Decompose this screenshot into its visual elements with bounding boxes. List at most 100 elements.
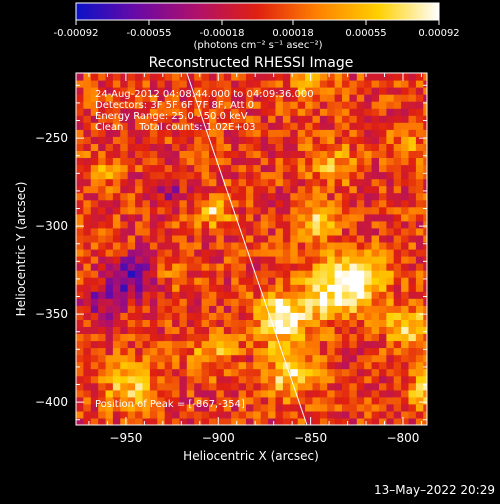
heatmap-cell (149, 80, 158, 88)
heatmap-cell (83, 418, 92, 425)
heatmap-cell (415, 270, 424, 278)
heatmap-cell (83, 298, 92, 306)
heatmap-cell (90, 178, 99, 187)
heatmap-cell (423, 312, 427, 320)
heatmap-cell (164, 157, 173, 166)
heatmap-cell (408, 418, 417, 425)
heatmap-cell (356, 277, 365, 285)
heatmap-cell (112, 418, 121, 425)
heatmap-cell (120, 115, 129, 123)
heatmap-cell (386, 368, 395, 377)
heatmap-cell (194, 403, 203, 412)
heatmap-cell (127, 270, 136, 278)
heatmap-cell (393, 73, 402, 81)
heatmap-cell (319, 143, 328, 151)
heatmap-cell (312, 115, 321, 123)
heatmap-cell (260, 157, 269, 166)
heatmap-cell (90, 410, 99, 419)
heatmap-cell (260, 277, 269, 285)
heatmap-cell (238, 333, 247, 342)
heatmap-cell (157, 347, 166, 356)
heatmap-cell (379, 227, 387, 236)
heatmap-cell (90, 80, 99, 88)
heatmap-cell (179, 249, 188, 257)
heatmap-cell (327, 340, 336, 349)
heatmap-cell (231, 291, 240, 299)
heatmap-cell (415, 368, 424, 377)
heatmap-cell (201, 375, 210, 384)
heatmap-cell (312, 284, 321, 292)
heatmap-cell (201, 284, 210, 292)
heatmap-cell (342, 361, 350, 370)
heatmap-cell (327, 87, 336, 95)
heatmap-cell (312, 256, 321, 264)
heatmap-cell (260, 115, 269, 123)
x-tick-label: −850 (294, 431, 327, 445)
heatmap-cell (334, 389, 343, 398)
heatmap-cell (164, 354, 173, 363)
heatmap-cell (209, 410, 217, 419)
heatmap-cell (319, 87, 328, 95)
heatmap-cell (408, 122, 417, 130)
heatmap-cell (327, 136, 336, 144)
heatmap-cell (297, 403, 306, 412)
heatmap-cell (386, 87, 395, 95)
heatmap-cell (334, 115, 343, 123)
heatmap-cell (334, 220, 343, 229)
heatmap-cell (201, 333, 210, 342)
heatmap-cell (415, 150, 424, 158)
heatmap-cell (260, 340, 269, 349)
heatmap-cell (327, 227, 336, 236)
heatmap-cell (172, 340, 181, 349)
heatmap-cell (334, 270, 343, 278)
heatmap-cell (209, 171, 217, 180)
heatmap-cell (386, 213, 395, 222)
heatmap-cell (423, 101, 427, 109)
heatmap-cell (157, 242, 166, 250)
heatmap-cell (319, 361, 328, 370)
heatmap-cell (379, 319, 387, 327)
heatmap-cell (135, 136, 144, 144)
heatmap-cell (149, 185, 158, 194)
heatmap-cell (260, 305, 269, 313)
heatmap-cell (105, 305, 114, 313)
heatmap-cell (201, 115, 210, 123)
heatmap-cell (223, 80, 232, 88)
heatmap-cell (231, 80, 240, 88)
heatmap-cell (268, 143, 277, 151)
heatmap-cell (223, 389, 232, 398)
heatmap-cell (334, 410, 343, 419)
heatmap-cell (282, 382, 291, 391)
heatmap-cell (149, 418, 158, 425)
heatmap-cell (297, 389, 306, 398)
heatmap-cell (275, 326, 284, 334)
heatmap-cell (157, 418, 166, 425)
heatmap-cell (172, 178, 181, 187)
heatmap-cell (408, 192, 417, 201)
heatmap-cell (305, 185, 314, 194)
heatmap-cell (423, 227, 427, 236)
heatmap-cell (83, 403, 92, 412)
heatmap-cell (201, 80, 210, 88)
heatmap-cell (349, 129, 358, 137)
heatmap-cell (312, 220, 321, 229)
heatmap-cell (401, 270, 410, 278)
heatmap-cell (349, 326, 358, 334)
heatmap-cell (349, 319, 358, 327)
heatmap-cell (305, 284, 314, 292)
heatmap-cell (349, 347, 358, 356)
heatmap-cell (172, 129, 181, 137)
heatmap-cell (149, 354, 158, 363)
heatmap-cell (223, 157, 232, 166)
heatmap-cell (319, 249, 328, 257)
heatmap-cell (356, 347, 365, 356)
heatmap-cell (246, 284, 254, 292)
heatmap-cell (164, 234, 173, 243)
heatmap-cell (282, 347, 291, 356)
heatmap-cell (209, 94, 217, 102)
heatmap-cell (83, 164, 92, 173)
heatmap-cell (297, 108, 306, 116)
heatmap-cell (342, 143, 350, 151)
heatmap-cell (76, 136, 84, 144)
heatmap-cell (253, 312, 262, 320)
